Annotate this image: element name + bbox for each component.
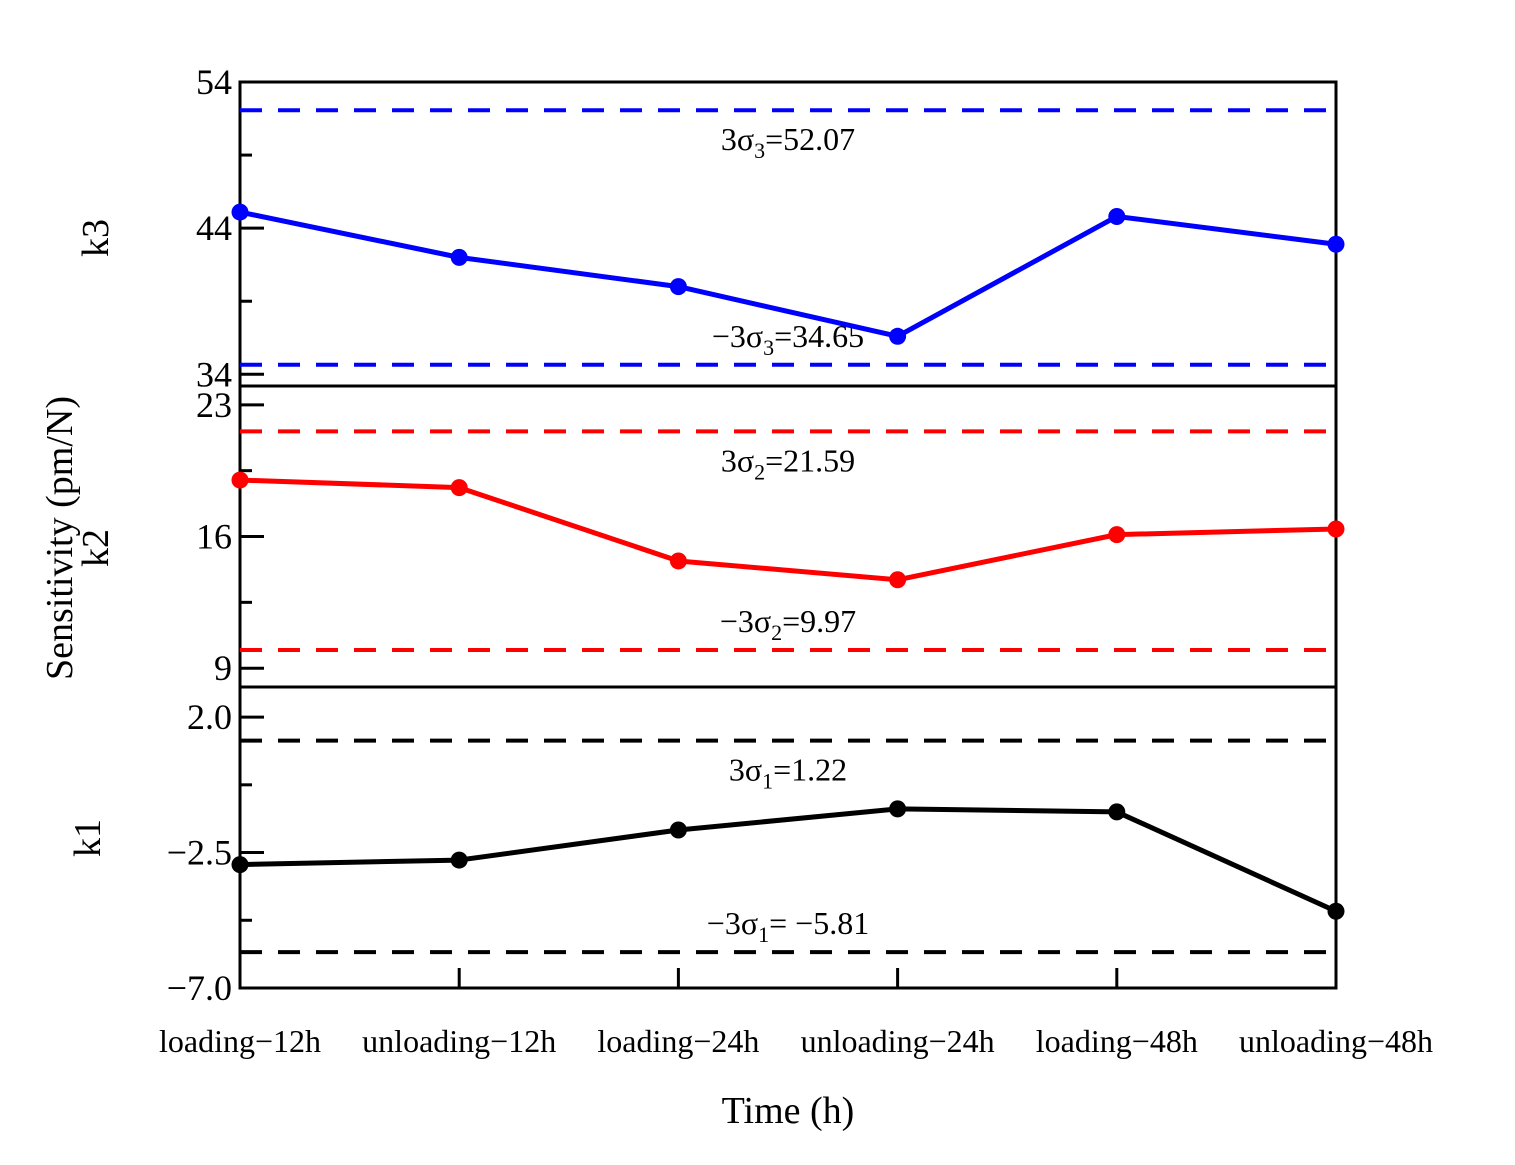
y-tick-label-k1: −2.5	[167, 833, 232, 873]
x-axis: loading−12h unloading−12h loading−24h unloa…	[159, 968, 1433, 1059]
data-point-k2	[450, 479, 468, 497]
y-tick-label-k2: 9	[214, 648, 232, 688]
data-point-k3	[669, 278, 687, 296]
panel-label-k2: k2	[75, 529, 117, 567]
y-tick-label-k2: 16	[196, 517, 232, 557]
x-category-label: loading−48h	[1036, 1023, 1198, 1059]
data-point-k3	[231, 203, 249, 221]
data-point-k2	[231, 471, 249, 489]
data-point-k2	[1108, 526, 1126, 544]
bound-label-k2: −3σ2=9.97	[720, 603, 856, 645]
series-line-k3	[239, 209, 1337, 339]
x-category-label: unloading−24h	[801, 1023, 995, 1059]
data-point-k3	[1327, 235, 1345, 253]
bound-label-k1: 3σ1=1.22	[729, 752, 847, 794]
x-category-label: loading−24h	[597, 1023, 759, 1059]
panel-frame-k1	[238, 685, 1338, 990]
bound-label-k3: 3σ3=52.07	[721, 121, 855, 163]
series-line-k1	[239, 806, 1338, 914]
data-point-k3	[889, 327, 907, 345]
data-point-k2	[669, 552, 687, 570]
y-tick-label-k3: 34	[196, 354, 232, 394]
chart-panels: 34 44 54 k3 3σ3=52.07 −3σ3=34.65 9 16 23 k2 3σ2=21…	[67, 62, 1345, 1008]
x-category-label: unloading−48h	[1239, 1023, 1433, 1059]
data-point-k1	[669, 821, 687, 839]
panel-label-k3: k3	[75, 219, 117, 257]
panel-k3: 34 44 54 k3 3σ3=52.07 −3σ3=34.65	[75, 62, 1345, 394]
y-tick-label-k1: −7.0	[167, 968, 232, 1008]
data-point-k2	[1327, 520, 1345, 538]
y-axis-title: Sensitivity (pm/N)	[39, 396, 81, 680]
bound-label-k3: −3σ3=34.65	[712, 318, 864, 360]
y-tick-label-k3: 54	[196, 62, 232, 102]
data-point-k2	[889, 571, 907, 589]
data-point-k3	[450, 248, 468, 266]
panel-k2: 9 16 23 k2 3σ2=21.59 −3σ2=9.97	[75, 384, 1345, 689]
x-axis-title: Time (h)	[722, 1090, 855, 1132]
data-point-k1	[889, 800, 907, 818]
data-point-k1	[231, 856, 249, 874]
x-category-label: loading−12h	[159, 1023, 321, 1059]
bound-label-k1: −3σ1= −5.81	[707, 905, 869, 947]
panel-label-k1: k1	[67, 819, 109, 857]
y-tick-label-k2: 23	[196, 385, 232, 425]
y-tick-label-k1: 2.0	[187, 697, 232, 737]
data-point-k1	[1108, 803, 1126, 821]
panel-k1: −7.0 −2.5 2.0 k1 3σ1=1.22 −3σ1= −5.81	[67, 685, 1345, 1008]
x-category-label: unloading−12h	[362, 1023, 556, 1059]
data-point-k3	[1108, 207, 1126, 225]
data-point-k1	[450, 851, 468, 869]
series-line-k2	[239, 477, 1337, 583]
bound-label-k2: 3σ2=21.59	[721, 442, 855, 484]
y-tick-label-k3: 44	[196, 208, 232, 248]
data-point-k1	[1327, 902, 1345, 920]
